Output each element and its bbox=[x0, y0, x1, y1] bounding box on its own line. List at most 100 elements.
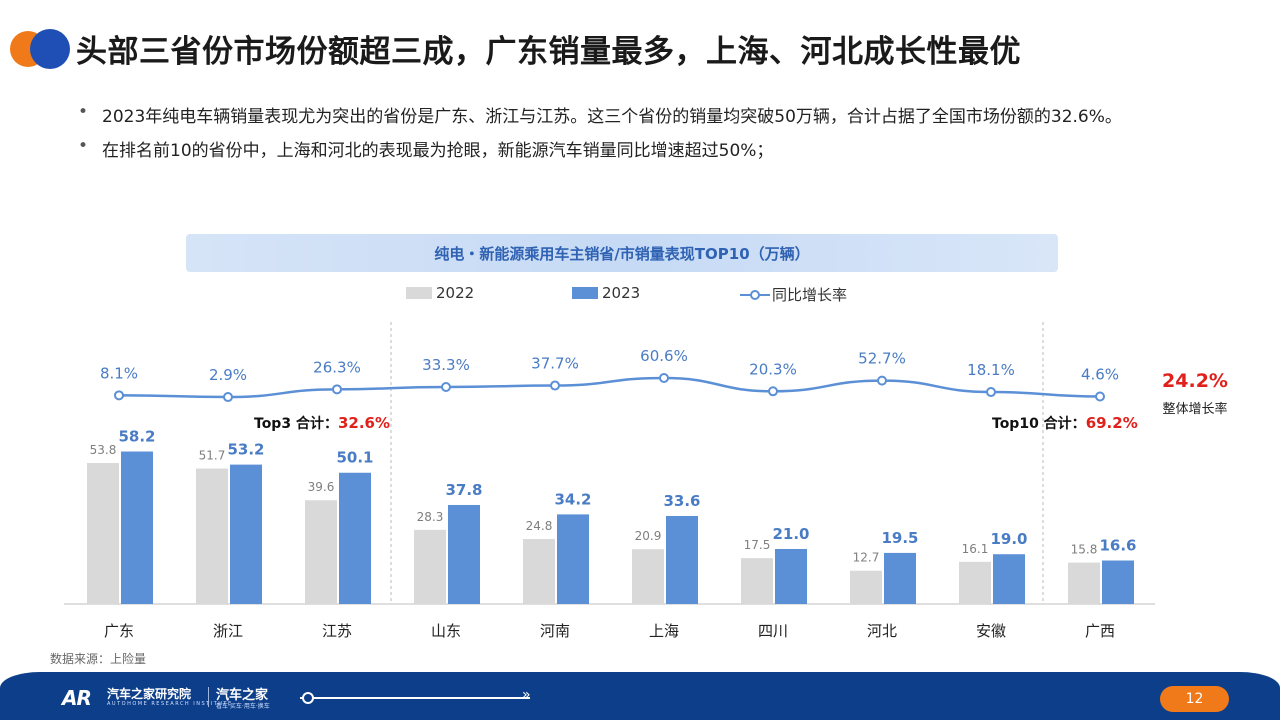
page-number: 12 bbox=[1160, 686, 1229, 712]
bar-label-2023: 50.1 bbox=[336, 449, 373, 467]
growth-label: 37.7% bbox=[531, 355, 579, 373]
double-chevron-right-icon: » bbox=[522, 687, 531, 703]
growth-point bbox=[1095, 391, 1105, 402]
bar-label-2022: 24.8 bbox=[526, 519, 553, 533]
growth-label: 2.9% bbox=[209, 366, 247, 384]
x-tick-label: 浙江 bbox=[213, 622, 243, 640]
bar-label-2023: 34.2 bbox=[554, 490, 591, 508]
overall-growth: 24.2% 整体增长率 bbox=[1150, 370, 1240, 417]
x-tick-label: 四川 bbox=[758, 622, 788, 640]
data-source-note: 数据来源：上险量 bbox=[50, 652, 147, 666]
legend-line-marker bbox=[740, 288, 770, 302]
x-tick-label: 山东 bbox=[431, 622, 461, 640]
legend-item-2023: 2023 bbox=[572, 284, 640, 302]
growth-point bbox=[332, 384, 342, 395]
bar-label-2022: 12.7 bbox=[853, 551, 880, 565]
bullet-text: 2023年纯电车辆销量表现尤为突出的省份是广东、浙江与江苏。这三个省份的销量均突… bbox=[102, 107, 1122, 127]
bar-2023 bbox=[121, 451, 153, 604]
growth-point bbox=[986, 387, 996, 398]
growth-line bbox=[118, 376, 1101, 399]
bar-2022 bbox=[959, 561, 991, 604]
bullet-item: • 2023年纯电车辆销量表现尤为突出的省份是广东、浙江与江苏。这三个省份的销量… bbox=[78, 102, 1122, 136]
bar-2023 bbox=[666, 515, 698, 604]
bar-label-2022: 28.3 bbox=[417, 510, 444, 524]
bar-label-2023: 37.8 bbox=[445, 481, 482, 499]
top3-label: Top3 合计： bbox=[254, 416, 338, 432]
x-tick-label: 上海 bbox=[649, 622, 679, 640]
growth-label: 33.3% bbox=[422, 356, 470, 374]
footer-bar bbox=[0, 672, 1280, 720]
bar-2022 bbox=[632, 549, 664, 604]
bar-label-2023: 33.6 bbox=[663, 492, 700, 510]
bar-label-2023: 21.0 bbox=[772, 525, 809, 543]
brand-subtitle: AUTOHOME RESEARCH INSTITUTE bbox=[107, 701, 233, 707]
growth-label: 60.6% bbox=[640, 347, 688, 365]
growth-point bbox=[768, 386, 778, 397]
top3-value: 32.6% bbox=[337, 414, 390, 432]
bar-2022 bbox=[87, 463, 119, 604]
chart-legend: 2022 2023 同比增长率 bbox=[0, 284, 1280, 308]
bar-label-2022: 53.8 bbox=[90, 443, 117, 457]
bar-2023 bbox=[339, 472, 371, 604]
bar-2023 bbox=[557, 514, 589, 604]
bar-2023 bbox=[230, 464, 262, 604]
bar-2022 bbox=[850, 570, 882, 604]
brand-name: 汽车之家研究院 bbox=[107, 687, 192, 701]
top10-note: Top10 合计：69.2% bbox=[992, 413, 1138, 433]
legend-item-growth: 同比增长率 bbox=[740, 284, 847, 305]
x-tick-label: 河南 bbox=[540, 622, 570, 640]
bar-2022 bbox=[196, 468, 228, 604]
growth-point bbox=[114, 390, 124, 401]
x-tick-label: 河北 bbox=[867, 622, 897, 640]
chart-title: 纯电・新能源乘用车主销省/市销量表现TOP10（万辆） bbox=[434, 244, 810, 263]
bullet-list: • 2023年纯电车辆销量表现尤为突出的省份是广东、浙江与江苏。这三个省份的销量… bbox=[78, 102, 1122, 170]
growth-label: 20.3% bbox=[749, 360, 797, 378]
legend-label: 2022 bbox=[436, 284, 475, 302]
growth-point bbox=[550, 380, 560, 391]
title-accent-blue-dot bbox=[30, 29, 70, 69]
legend-item-2022: 2022 bbox=[406, 284, 474, 302]
brand-divider bbox=[208, 687, 209, 707]
overall-growth-value: 24.2% bbox=[1162, 370, 1228, 392]
growth-point bbox=[659, 373, 669, 384]
top10-value: 69.2% bbox=[1085, 414, 1138, 432]
chart-title-banner: 纯电・新能源乘用车主销省/市销量表现TOP10（万辆） bbox=[186, 234, 1058, 272]
brand2-subtitle: 看车·买车·用车·换车 bbox=[216, 703, 270, 710]
bar-label-2023: 53.2 bbox=[227, 441, 264, 459]
bar-label-2022: 20.9 bbox=[635, 529, 662, 543]
x-tick-label: 安徽 bbox=[976, 622, 1006, 640]
x-tick-label: 广西 bbox=[1085, 622, 1115, 640]
progress-track bbox=[300, 697, 530, 699]
bar-label-2022: 17.5 bbox=[744, 538, 771, 552]
bullet-dot: • bbox=[78, 136, 89, 156]
bullet-text: 在排名前10的省份中，上海和河北的表现最为抢眼，新能源汽车销量同比增速超过50%… bbox=[102, 141, 774, 161]
bar-label-2022: 15.8 bbox=[1071, 543, 1098, 557]
bar-label-2023: 16.6 bbox=[1099, 537, 1136, 555]
bullet-dot: • bbox=[78, 102, 89, 122]
growth-label: 4.6% bbox=[1081, 365, 1119, 383]
legend-swatch bbox=[406, 287, 432, 299]
page-title: 头部三省份市场份额超三成，广东销量最多，上海、河北成长性最优 bbox=[76, 34, 1021, 70]
bullet-item: • 在排名前10的省份中，上海和河北的表现最为抢眼，新能源汽车销量同比增速超过5… bbox=[78, 136, 1122, 170]
growth-point bbox=[877, 375, 887, 386]
x-tick-label: 江苏 bbox=[322, 622, 352, 640]
growth-label: 26.3% bbox=[313, 358, 361, 376]
legend-swatch bbox=[572, 287, 598, 299]
legend-label: 2023 bbox=[602, 284, 641, 302]
growth-point bbox=[223, 392, 233, 403]
bar-2022 bbox=[741, 558, 773, 604]
bar-label-2023: 58.2 bbox=[118, 428, 155, 446]
top10-label: Top10 合计： bbox=[992, 416, 1086, 432]
x-tick-label: 广东 bbox=[104, 622, 134, 640]
legend-label: 同比增长率 bbox=[772, 286, 848, 304]
growth-label: 52.7% bbox=[858, 350, 906, 368]
bar-label-2022: 16.1 bbox=[962, 542, 989, 556]
bar-label-2023: 19.5 bbox=[881, 529, 918, 547]
growth-label: 8.1% bbox=[100, 364, 138, 382]
bar-label-2022: 39.6 bbox=[308, 480, 335, 494]
bar-2022 bbox=[305, 500, 337, 604]
bar-2023 bbox=[993, 554, 1025, 604]
growth-point bbox=[441, 382, 451, 393]
top3-note: Top3 合计：32.6% bbox=[254, 413, 390, 433]
